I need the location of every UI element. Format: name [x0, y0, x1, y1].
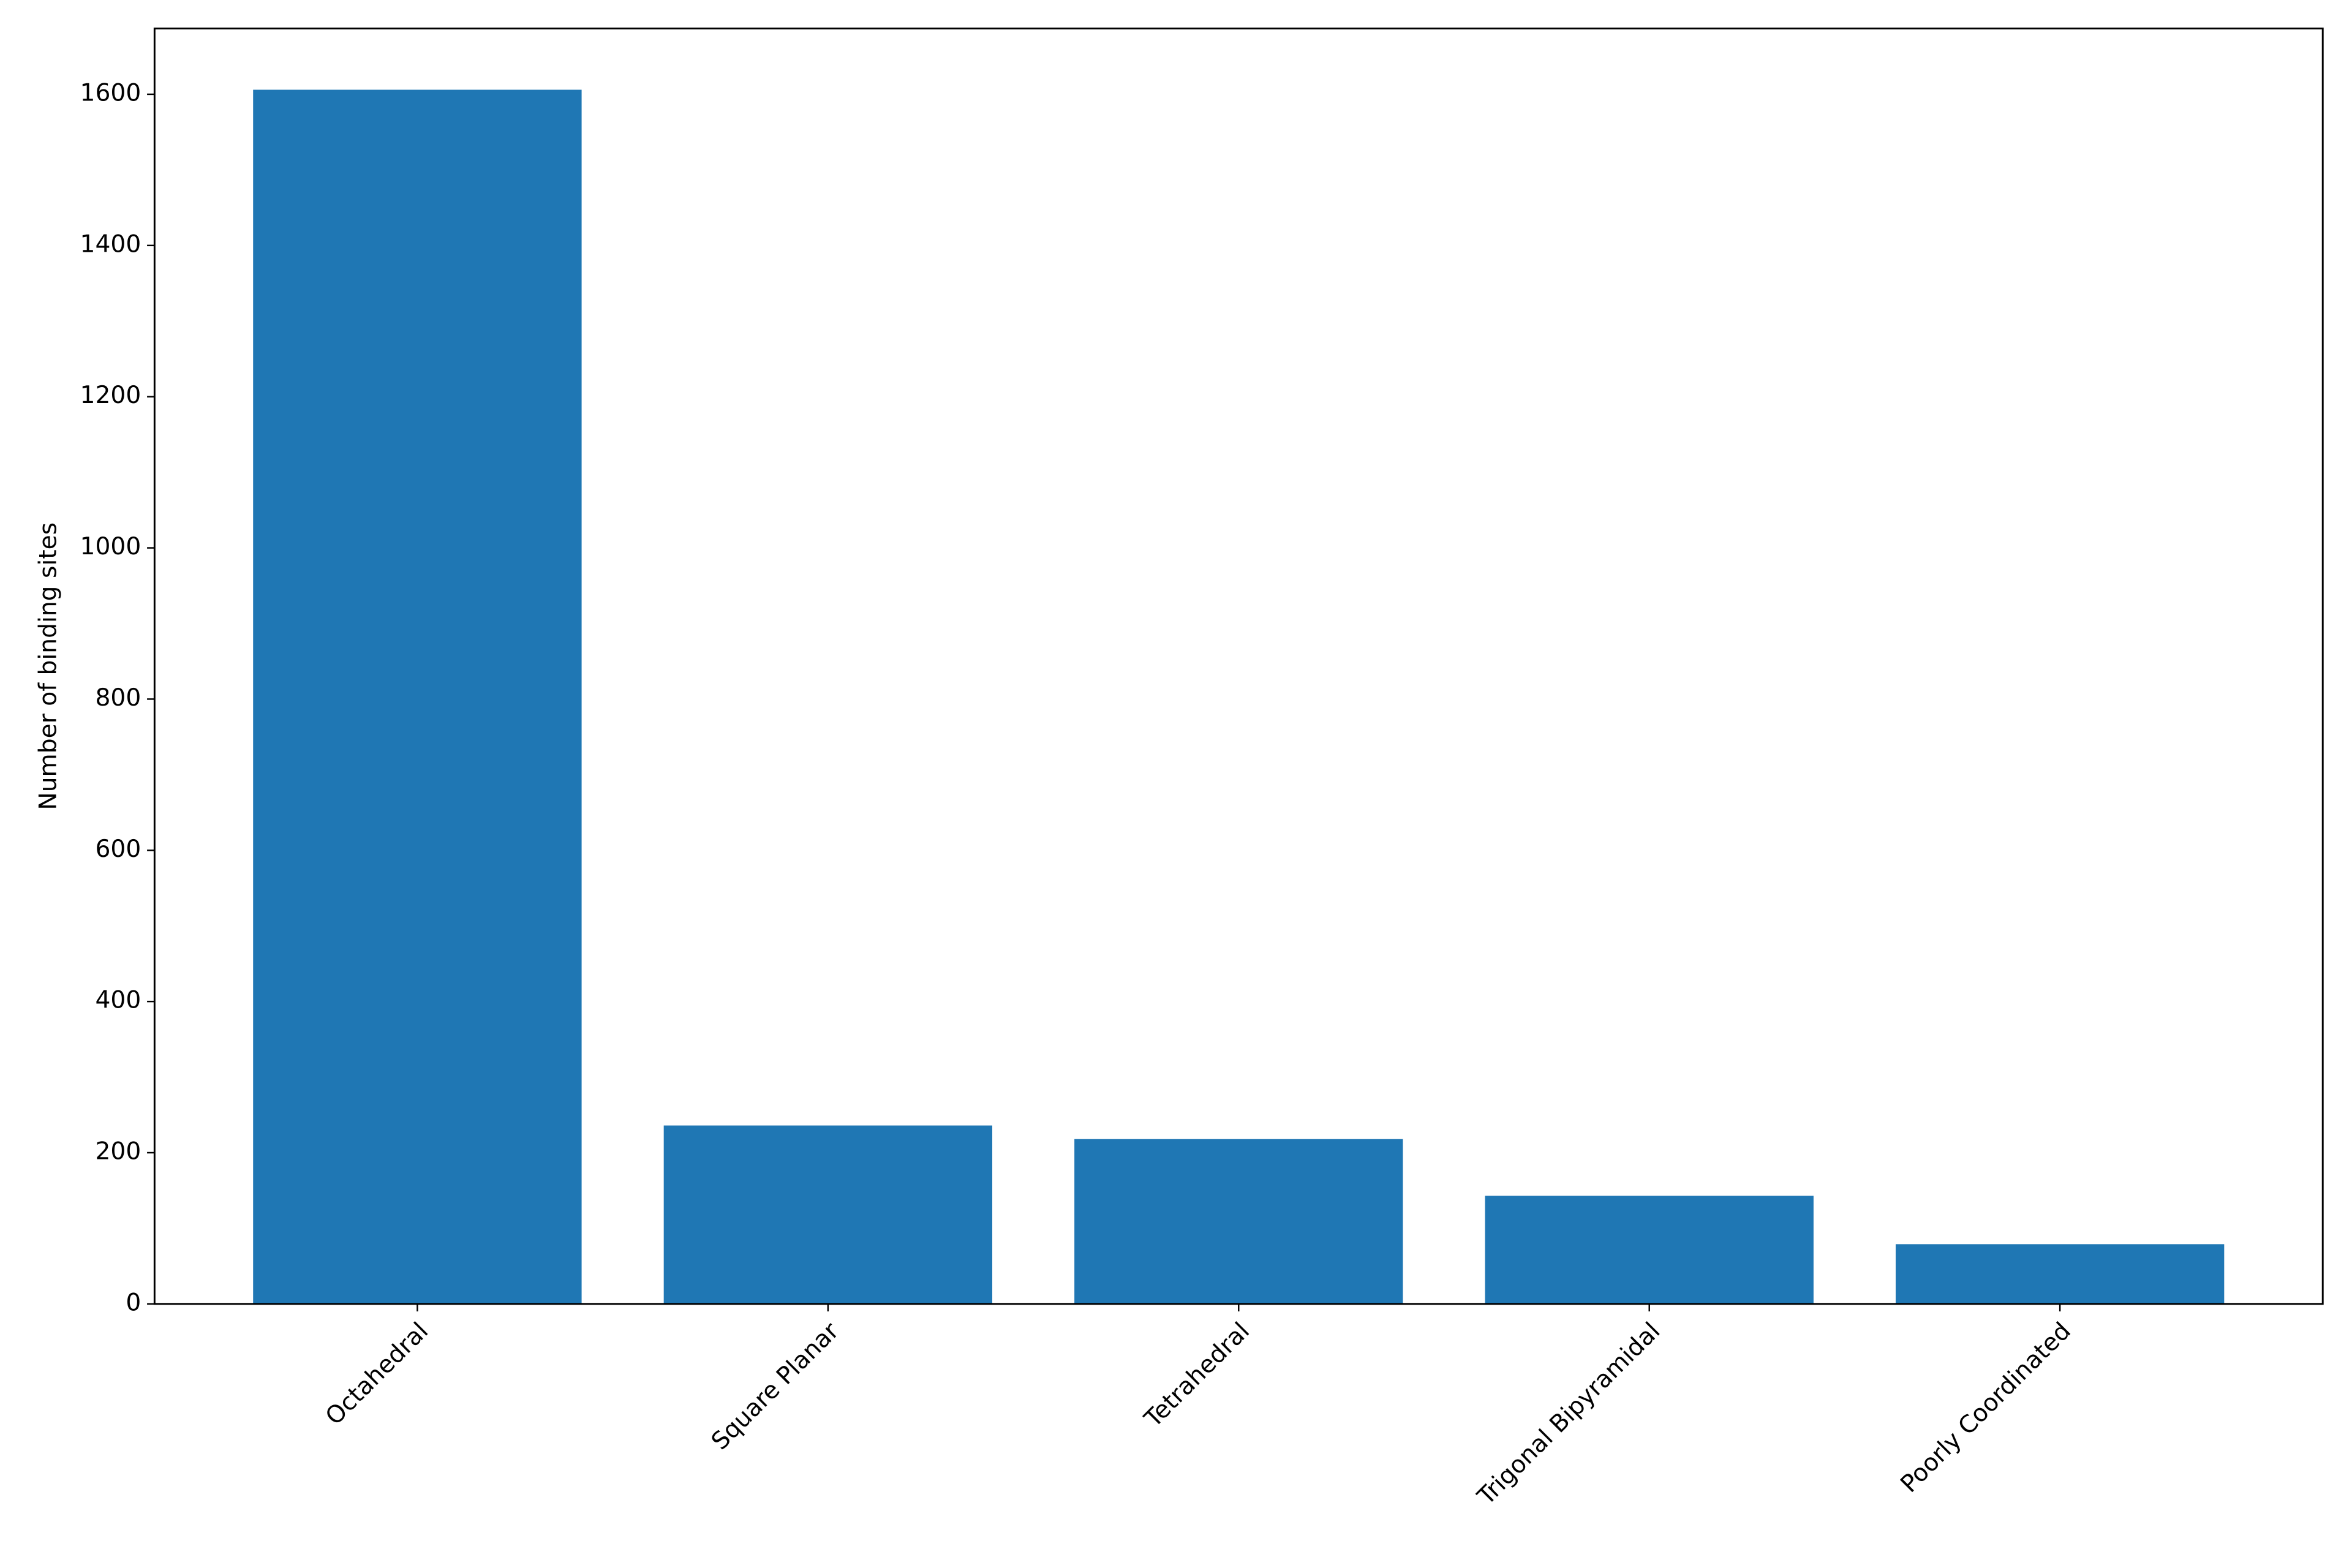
x-tick-label: Square Planar	[706, 1317, 845, 1455]
bar	[253, 89, 582, 1304]
y-tick-label: 400	[95, 987, 141, 1014]
bar	[1895, 1244, 2225, 1304]
y-tick-label: 1600	[80, 79, 141, 107]
plot-frame	[153, 28, 2324, 1305]
x-tick-label: Poorly Coordinated	[1896, 1317, 2076, 1498]
y-tick-label: 1200	[80, 382, 141, 409]
y-tick-label: 1400	[80, 230, 141, 258]
bar	[663, 1125, 993, 1304]
y-tick-label: 0	[126, 1289, 141, 1316]
y-tick-label: 800	[95, 684, 141, 712]
x-tick-label: Octahedral	[320, 1317, 434, 1431]
x-tick-label: Tetrahedral	[1139, 1317, 1255, 1433]
y-axis-label: Number of binding sites	[34, 522, 62, 810]
bar	[1485, 1196, 1814, 1304]
y-tick-label: 200	[95, 1137, 141, 1165]
y-tick-label: 600	[95, 835, 141, 863]
x-tick-label: Trigonal Bipyramidal	[1472, 1317, 1665, 1511]
bar	[1074, 1139, 1403, 1304]
y-tick-label: 1000	[80, 533, 141, 560]
